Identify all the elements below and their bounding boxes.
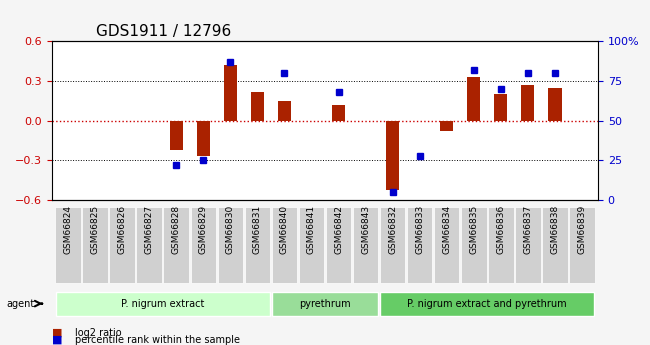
Bar: [224, 65, 237, 121]
Text: ■: ■: [52, 335, 62, 345]
Bar: [521, 85, 534, 121]
Bar: [494, 94, 508, 121]
Bar: [332, 105, 345, 121]
Bar: [170, 121, 183, 150]
Text: percentile rank within the sample: percentile rank within the sample: [75, 335, 240, 345]
Text: P. nigrum extract: P. nigrum extract: [121, 299, 205, 308]
Bar: [548, 88, 562, 121]
Bar: [196, 121, 210, 157]
Bar: [467, 77, 480, 121]
Bar: [251, 92, 264, 121]
Text: agent: agent: [6, 299, 34, 308]
Text: ■: ■: [52, 328, 62, 338]
Bar: [440, 121, 454, 131]
Text: pyrethrum: pyrethrum: [299, 299, 351, 308]
Bar: [386, 121, 399, 189]
Text: log2 ratio: log2 ratio: [75, 328, 122, 338]
Text: P. nigrum extract and pyrethrum: P. nigrum extract and pyrethrum: [408, 299, 567, 308]
Bar: [278, 101, 291, 121]
Text: GDS1911 / 12796: GDS1911 / 12796: [96, 24, 231, 39]
